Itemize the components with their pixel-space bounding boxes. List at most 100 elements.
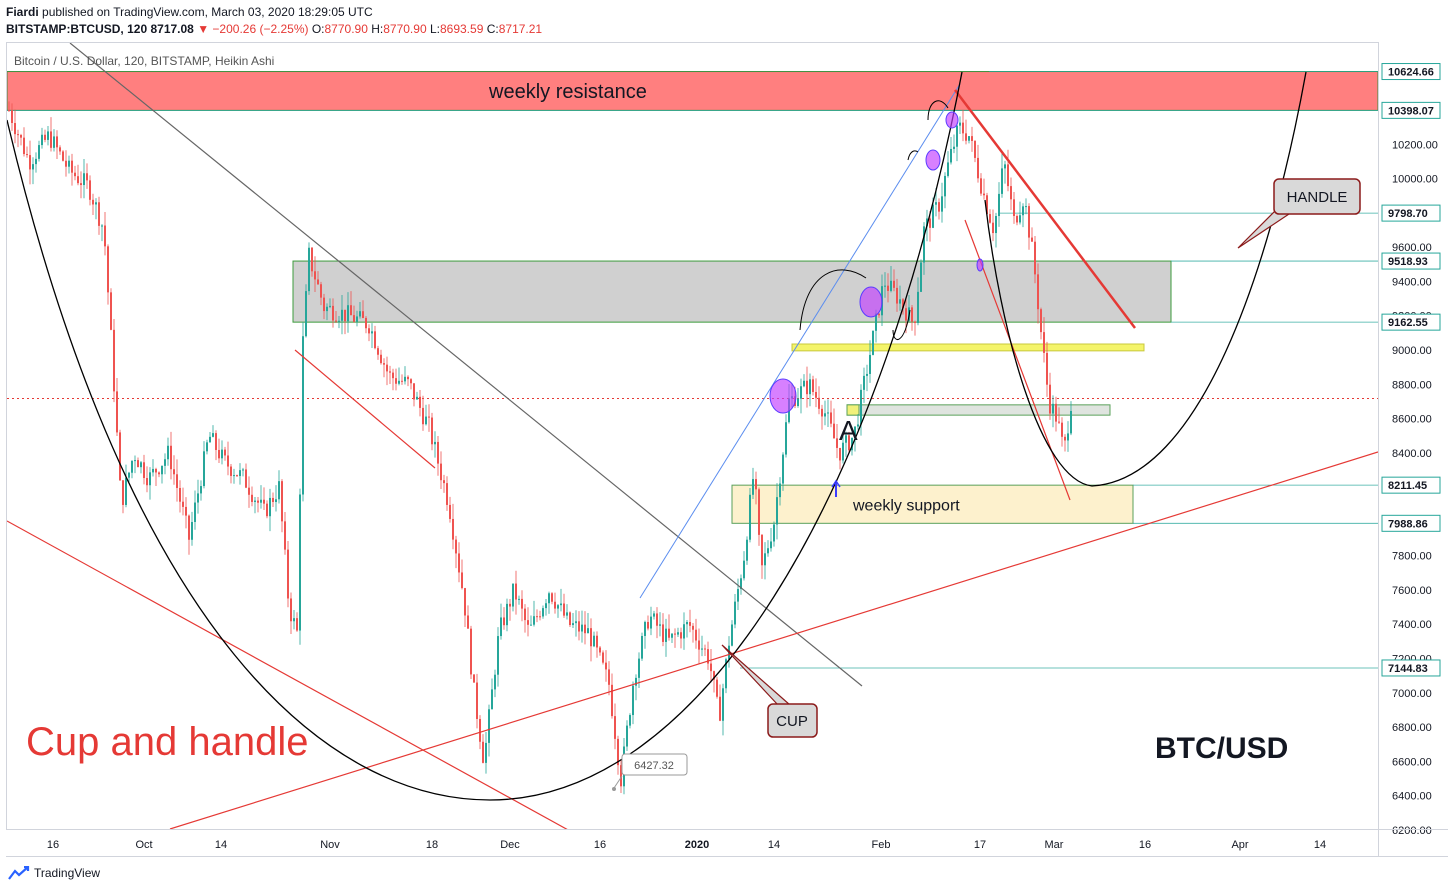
price-level-label: 8211.45 [1388,480,1427,492]
candles [8,101,1072,795]
candle [581,610,583,643]
price-tick-label: 6200.00 [1392,825,1432,837]
candle [524,604,526,633]
candle [239,463,241,485]
candle [815,378,817,408]
low-label-box [621,753,688,776]
candle [194,490,196,530]
descending-trendline [69,43,863,687]
candle [692,623,694,643]
price-tick-label: 8800.00 [1392,379,1432,391]
candle [761,533,763,579]
price-level-badge [1381,313,1441,331]
candle [1031,227,1033,242]
candle [455,535,457,569]
price-tick-label: 8600.00 [1392,414,1432,426]
candle [155,467,157,487]
candle [281,479,283,533]
candle [947,151,949,178]
candle [950,136,952,165]
candle [1022,203,1024,228]
candle [800,378,802,414]
arc-arrow [907,150,919,161]
candle [377,345,379,360]
candle [260,485,262,509]
candle [413,383,415,407]
footer-brand: TradingView [34,866,101,880]
candle [953,134,955,154]
candle [263,487,265,511]
candle [110,288,112,331]
candle [188,514,190,555]
price-tick-label: 6800.00 [1392,722,1432,734]
candle [134,455,136,474]
candle [878,313,880,318]
candle [368,324,370,342]
candle [722,683,724,736]
candle [431,412,433,451]
candle [38,140,40,162]
minor-support-marker [846,404,860,416]
candle [254,497,256,514]
candle [641,632,643,661]
candle [752,467,754,500]
time-axis[interactable]: 16 Oct 14 Nov 18 Dec 16 2020 14 Feb 17 Mar 16 Apr 14 [47,839,1326,851]
candle [506,598,508,632]
candle [161,465,163,484]
point-a-label: A [839,415,858,446]
candle [320,281,322,306]
candle [977,144,979,183]
candle [863,367,865,403]
candle [71,153,73,186]
price-tick-label: 10200.00 [1392,139,1438,151]
candle [866,364,868,392]
candle [209,431,211,443]
candle [89,175,91,206]
price-level-label: 9798.70 [1388,208,1428,220]
candle [941,182,943,223]
candle [14,109,16,144]
candle [767,540,769,557]
candle [251,486,253,507]
candle [710,649,712,683]
zone-label: weekly resistance [488,81,647,103]
candle [434,431,436,458]
price-tick-label: 7800.00 [1392,551,1432,563]
candle [143,454,145,485]
price-tick-label: 9000.00 [1392,345,1432,357]
candle [1046,341,1048,397]
candle [227,441,229,476]
time-tick-label: 14 [215,839,227,851]
candle [893,269,895,292]
candle [104,212,106,256]
candle [17,129,19,148]
candle [1052,395,1054,428]
candle [512,583,514,612]
candle [98,196,100,235]
candle [731,620,733,647]
plot-area[interactable] [6,42,1379,830]
candle [635,674,637,701]
time-tick-label: 14 [768,839,780,851]
candle [1010,177,1012,211]
candle [560,588,562,612]
candle [734,594,736,629]
candle [476,673,478,729]
price-level-label: 7988.86 [1388,518,1428,530]
time-tick-label: Dec [500,839,520,851]
price-level-badge [1381,63,1441,81]
price-tick-label: 7400.00 [1392,619,1432,631]
candle [884,272,886,298]
candle [146,466,148,493]
candle [380,349,382,365]
candle [539,610,541,621]
candle [305,284,307,338]
time-tick-label: Apr [1231,839,1248,851]
candle [779,477,781,506]
price-axis[interactable]: 6200.006400.006600.006800.007000.007200.… [1381,63,1441,837]
candle [983,178,985,200]
time-tick-label: 18 [426,839,438,851]
candle [659,612,661,637]
candle [191,511,193,546]
